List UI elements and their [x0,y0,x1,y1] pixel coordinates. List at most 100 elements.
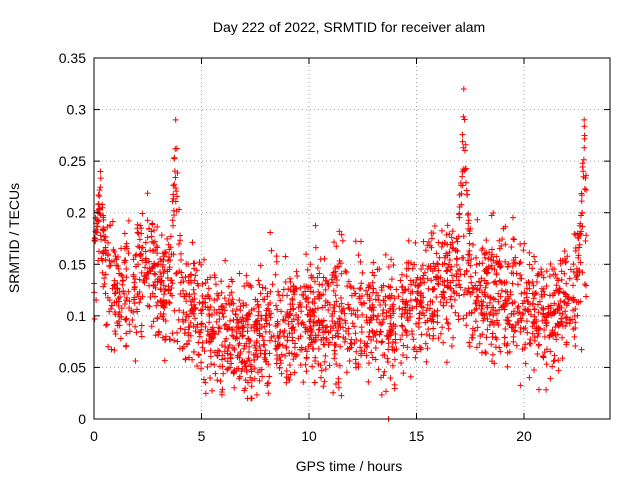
data-point [495,298,502,305]
data-point [223,335,230,342]
data-point [273,302,280,309]
data-point [448,293,455,300]
data-point [581,123,588,130]
data-point [459,138,466,145]
data-point [495,290,502,297]
data-point [189,239,196,246]
data-point [229,278,236,285]
data-point [113,262,120,269]
data-point [292,340,299,347]
data-point [400,342,407,349]
data-point [443,231,450,238]
data-point [202,279,209,286]
data-point [320,274,327,281]
x-tick-label: 0 [90,428,98,444]
data-point [186,324,193,331]
data-point [502,223,509,230]
data-point [487,294,494,301]
data-point [424,242,431,249]
data-point [533,279,540,286]
data-point [327,323,334,330]
data-point [337,316,344,323]
x-axis-title: GPS time / hours [296,458,403,474]
data-point [213,309,220,316]
data-point [552,271,559,278]
data-point [405,265,412,272]
data-point [414,297,421,304]
data-point [172,145,179,152]
data-point [482,284,489,291]
data-point [325,307,332,314]
data-point [523,279,530,286]
data-point [207,303,214,310]
data-point [359,269,366,276]
data-point [332,272,339,279]
data-point [314,264,321,271]
data-point [308,272,315,279]
data-point [123,315,130,322]
data-point [147,268,154,275]
data-point [237,303,244,310]
data-point [583,293,590,300]
data-point [555,357,562,364]
data-point [254,369,261,376]
data-point [530,282,537,289]
data-point [448,343,455,350]
data-point [466,343,473,350]
data-point [236,270,243,277]
data-point [189,356,196,363]
data-point [444,284,451,291]
data-point [521,240,528,247]
data-point [256,377,263,384]
data-point [152,282,159,289]
data-point [460,113,467,120]
data-point [146,303,153,310]
data-point [488,304,495,311]
data-point [431,285,438,292]
data-point [490,312,497,319]
data-point [510,333,517,340]
data-point [102,271,109,278]
data-point [563,341,570,348]
data-point [488,341,495,348]
data-point [100,233,107,240]
data-point [245,355,252,362]
data-point [264,380,271,387]
data-point [154,314,161,321]
data-point [101,280,108,287]
data-point [259,373,266,380]
data-point [326,339,333,346]
data-point [311,379,318,386]
data-point [347,340,354,347]
data-point [275,292,282,299]
data-point [97,211,104,218]
data-point [489,251,496,258]
data-point [352,290,359,297]
data-point [229,327,236,334]
data-point [174,169,181,176]
data-point [503,300,510,307]
data-point [401,310,408,317]
data-point [139,244,146,251]
data-point [142,239,149,246]
data-point [376,331,383,338]
data-point [486,249,493,256]
data-point [437,298,444,305]
data-point [573,272,580,279]
data-point [131,284,138,291]
data-point [261,341,268,348]
data-point [294,272,301,279]
data-point [464,257,471,264]
data-point [523,318,530,325]
y-tick-label: 0.1 [67,308,87,324]
data-point [358,324,365,331]
data-point [395,293,402,300]
data-point [272,345,279,352]
data-point [311,278,318,285]
data-point [398,313,405,320]
data-point [177,325,184,332]
data-point [228,300,235,307]
data-point [209,334,216,341]
data-point [462,166,469,173]
data-point [424,265,431,272]
